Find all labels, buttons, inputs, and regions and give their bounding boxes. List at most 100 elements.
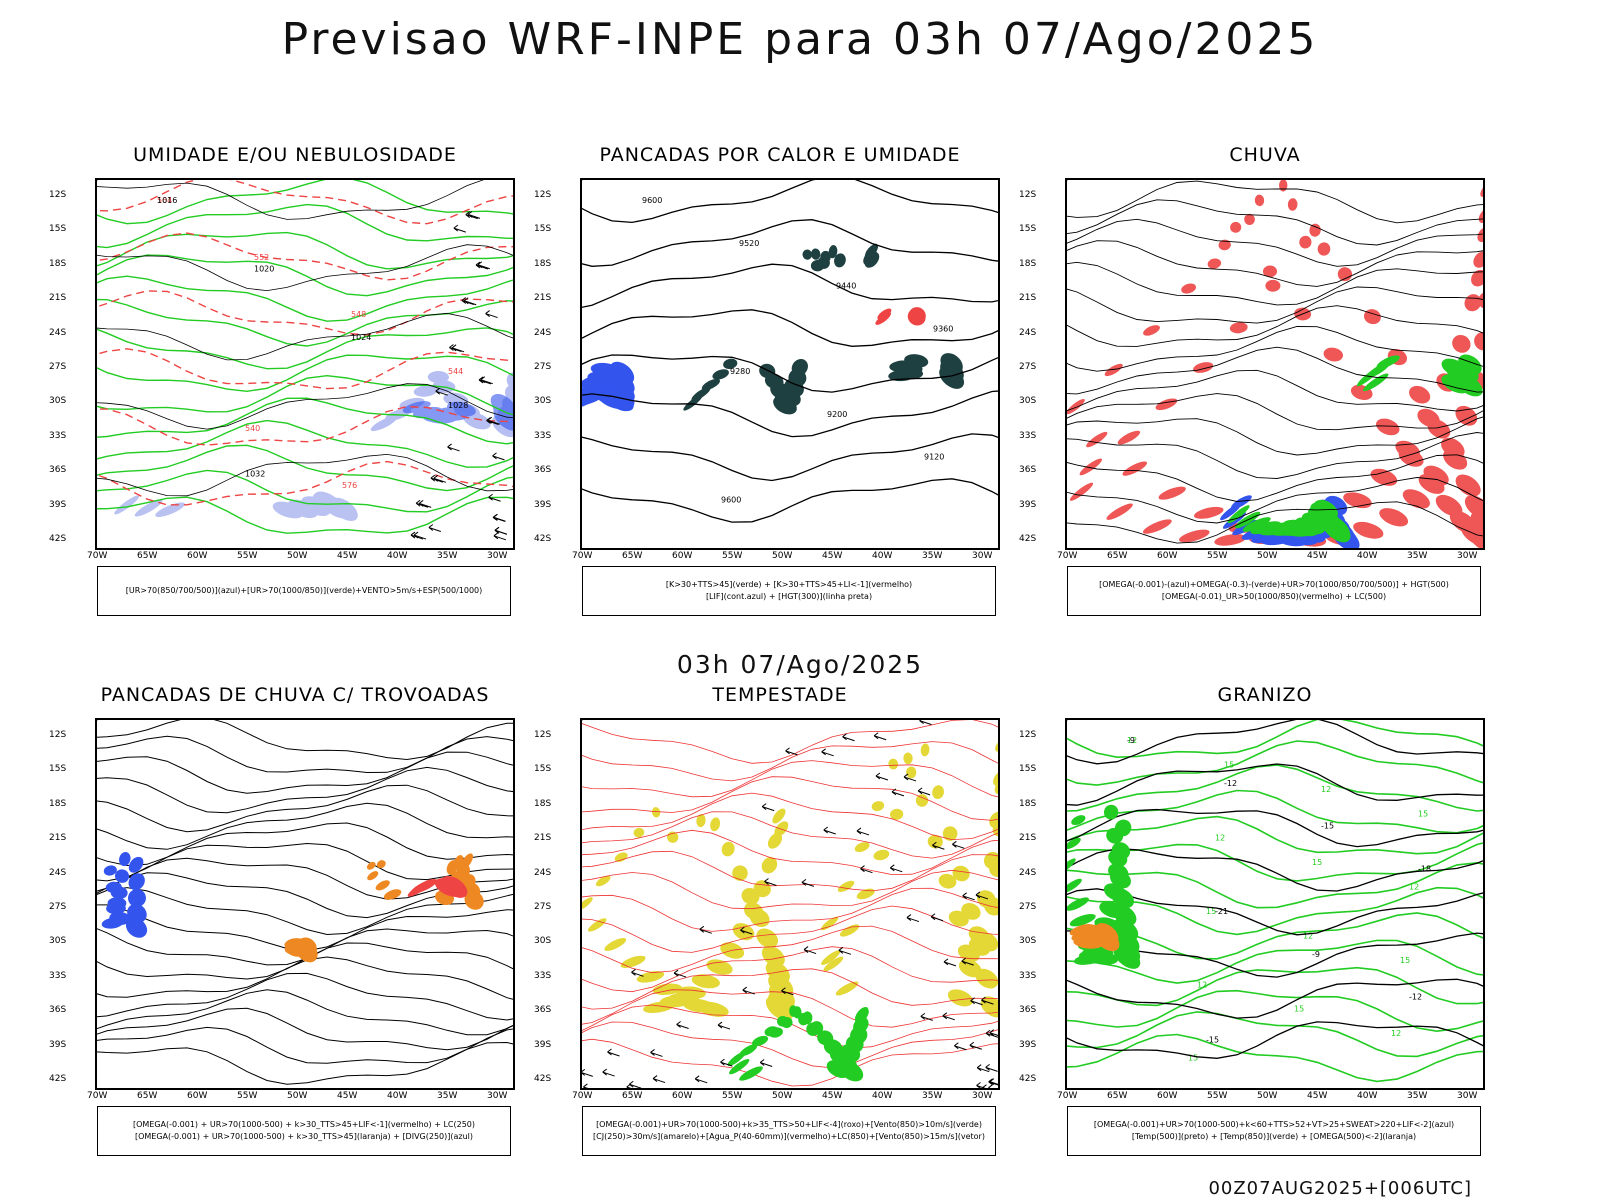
- latitude-tick-label: 33S: [534, 430, 552, 441]
- weather-map: [1067, 180, 1483, 548]
- latitude-tick-label: 24S: [534, 327, 552, 338]
- latitude-tick-label: 33S: [1019, 970, 1037, 981]
- latitude-tick-label: 30S: [1019, 396, 1037, 407]
- panel-title: TEMPESTADE: [712, 684, 848, 706]
- contour-label: 552: [254, 253, 269, 262]
- latitude-tick-label: 39S: [1019, 499, 1037, 510]
- contour-label: 12: [1321, 785, 1331, 794]
- longitude-tick-label: 60W: [187, 1091, 208, 1101]
- map-panel: TEMPESTADE 12S 15S 18S 21S 24S 27S 30S 33S 36S 39S…: [534, 684, 1000, 1188]
- longitude-tick-label: 45W: [822, 551, 843, 561]
- contour-label: 9520: [739, 239, 759, 248]
- latitude-tick-label: 33S: [1019, 430, 1037, 441]
- weather-map: [97, 720, 513, 1085]
- longitude-tick-label: 35W: [922, 551, 943, 561]
- longitude-tick-label: 30W: [972, 551, 993, 561]
- longitude-tick-label: 40W: [872, 1091, 893, 1101]
- map-panel: PANCADAS DE CHUVA C/ TROVOADAS 12S 15S 18S 2…: [49, 684, 515, 1188]
- longitude-tick-label: 55W: [237, 1091, 258, 1101]
- contour-label: -21: [1215, 907, 1228, 916]
- longitude-axis: 70W 65W 60W 55W 50W 45W 40W 35W 30W: [572, 1090, 1000, 1104]
- contour-label: 9440: [836, 282, 856, 291]
- latitude-tick-label: 18S: [49, 258, 67, 269]
- longitude-tick-label: 35W: [1407, 551, 1428, 561]
- contour-label: 1032: [245, 470, 265, 479]
- contour-label: 564: [157, 196, 172, 205]
- contour-label: -12: [1409, 993, 1422, 1002]
- longitude-tick-label: 30W: [487, 1091, 508, 1101]
- latitude-tick-label: 27S: [49, 902, 67, 912]
- longitude-tick-label: 60W: [672, 1091, 693, 1101]
- longitude-tick-label: 35W: [437, 551, 458, 561]
- longitude-tick-label: 40W: [1357, 551, 1378, 561]
- latitude-tick-label: 12S: [1019, 190, 1037, 200]
- legend-box: [OMEGA(-0.001) + UR>70(1000-500) + k>30_…: [97, 1106, 511, 1156]
- map-panel: PANCADAS POR CALOR E UMIDADE 9600 9520 9440…: [534, 144, 1000, 648]
- latitude-tick-label: 18S: [1019, 798, 1037, 809]
- latitude-tick-label: 30S: [534, 936, 552, 947]
- latitude-tick-label: 42S: [534, 1074, 552, 1084]
- latitude-tick-label: 18S: [534, 798, 552, 809]
- contour-label: 15: [1224, 760, 1234, 769]
- legend-line: [OMEGA(-0.01)_UR>50(1000/850)(vermelho) …: [1161, 592, 1387, 601]
- latitude-tick-label: 27S: [49, 362, 67, 372]
- latitude-tick-label: 24S: [49, 327, 67, 338]
- longitude-tick-label: 35W: [437, 1091, 458, 1101]
- longitude-axis: 70W 65W 60W 55W 50W 45W 40W 35W 30W: [1057, 1090, 1485, 1104]
- latitude-tick-label: 30S: [534, 396, 552, 407]
- latitude-tick-label: 42S: [534, 534, 552, 544]
- latitude-tick-label: 42S: [49, 1074, 67, 1084]
- map-panel: CHUVA 12S 15S 18S 21S 24S 27S 30S 33S 36S 39S 42S 70…: [1019, 144, 1485, 648]
- legend-box: [K>30+TTS>45](verde) + [K>30+TTS>45+LI<-…: [582, 566, 996, 616]
- latitude-tick-label: 15S: [534, 764, 552, 775]
- longitude-tick-label: 40W: [872, 551, 893, 561]
- latitude-tick-label: 21S: [49, 833, 67, 844]
- longitude-tick-label: 45W: [822, 1091, 843, 1101]
- longitude-tick-label: 30W: [1457, 1091, 1478, 1101]
- longitude-tick-label: 45W: [1307, 551, 1328, 561]
- weather-map: 12 15 12 15 12 15 12 15 12 15 12 15 12 15 -9 -12 -15 -18 -…: [1067, 720, 1483, 1083]
- longitude-tick-label: 45W: [337, 551, 358, 561]
- longitude-tick-label: 60W: [1157, 551, 1178, 561]
- latitude-tick-label: 18S: [534, 258, 552, 269]
- longitude-tick-label: 40W: [387, 1091, 408, 1101]
- latitude-tick-label: 21S: [1019, 833, 1037, 844]
- panel-title: PANCADAS POR CALOR E UMIDADE: [599, 144, 961, 166]
- latitude-tick-label: 30S: [49, 936, 67, 947]
- contour-label: 15: [1294, 1005, 1304, 1014]
- longitude-tick-label: 50W: [1257, 551, 1278, 561]
- longitude-tick-label: 55W: [1207, 551, 1228, 561]
- longitude-tick-label: 65W: [137, 1091, 158, 1101]
- legend-line: [UR>70(850/700/500)](azul)+[UR>70(1000/8…: [125, 586, 483, 595]
- contour-label: 9120: [924, 453, 944, 462]
- legend-line: [Temp(500)](preto) + [Temp(850)](verde) …: [1131, 1132, 1417, 1141]
- longitude-tick-label: 55W: [722, 551, 743, 561]
- panel-title: CHUVA: [1229, 144, 1301, 166]
- latitude-tick-label: 15S: [49, 764, 67, 775]
- contour-label: 1016: [157, 196, 177, 205]
- contour-label: 12: [1303, 931, 1313, 940]
- map-frame: [95, 718, 515, 1090]
- longitude-tick-label: 55W: [237, 551, 258, 561]
- latitude-tick-label: 39S: [534, 1039, 552, 1050]
- latitude-tick-label: 30S: [1019, 936, 1037, 947]
- latitude-tick-label: 33S: [534, 970, 552, 981]
- longitude-tick-label: 50W: [1257, 1091, 1278, 1101]
- latitude-tick-label: 12S: [534, 190, 552, 200]
- contour-label: 9200: [827, 410, 847, 419]
- panel-title: UMIDADE E/OU NEBULOSIDADE: [133, 144, 457, 166]
- latitude-tick-label: 12S: [534, 730, 552, 740]
- longitude-tick-label: 35W: [1407, 1091, 1428, 1101]
- contour-label: 15: [1188, 1054, 1198, 1063]
- legend-line: [LIF](cont.azul) + [HGT(300)](linha pret…: [705, 592, 873, 601]
- longitude-tick-label: 60W: [1157, 1091, 1178, 1101]
- latitude-tick-label: 36S: [1019, 465, 1037, 476]
- longitude-tick-label: 70W: [87, 1091, 108, 1101]
- latitude-tick-label: 21S: [534, 293, 552, 304]
- longitude-tick-label: 30W: [972, 1091, 993, 1101]
- latitude-tick-label: 18S: [1019, 258, 1037, 269]
- longitude-tick-label: 45W: [337, 1091, 358, 1101]
- legend-line: [OMEGA(-0.001) + UR>70(1000-500) + k>30_…: [132, 1120, 476, 1129]
- latitude-tick-label: 27S: [534, 362, 552, 372]
- forecast-time-title: 03h 07/Ago/2025: [676, 650, 924, 679]
